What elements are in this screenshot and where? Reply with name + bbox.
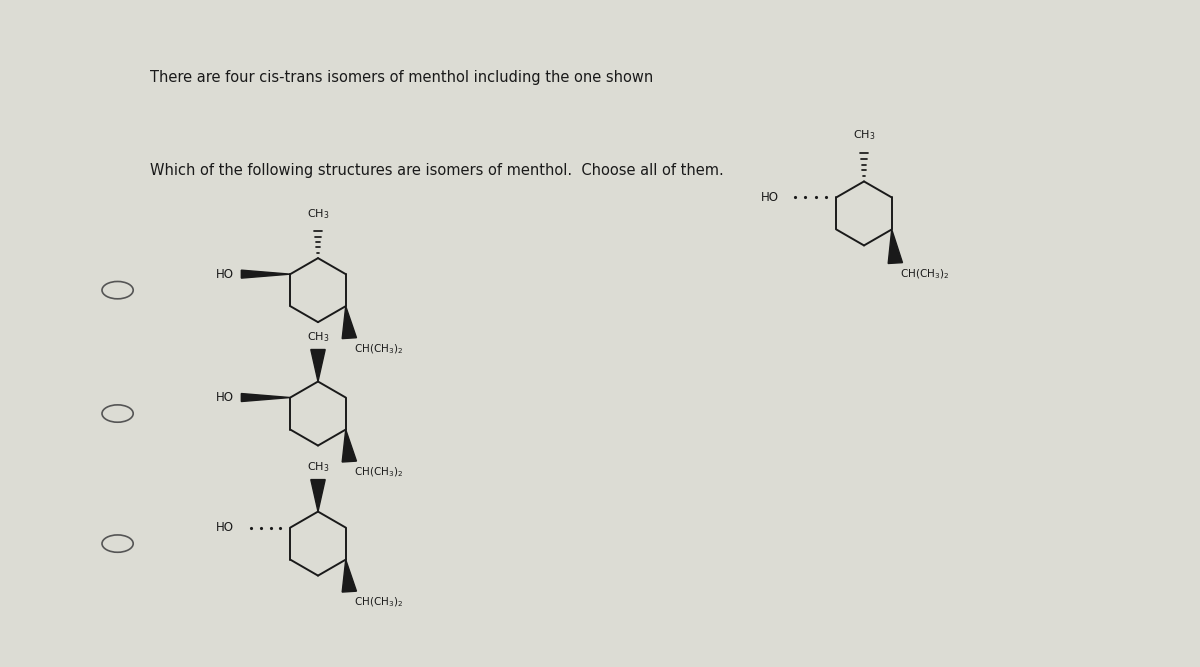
Polygon shape xyxy=(241,394,290,402)
Text: CH$_3$: CH$_3$ xyxy=(307,207,329,221)
Text: CH(CH$_3$)$_2$: CH(CH$_3$)$_2$ xyxy=(354,596,403,609)
Polygon shape xyxy=(311,350,325,382)
Text: CH(CH$_3$)$_2$: CH(CH$_3$)$_2$ xyxy=(900,267,949,281)
Text: HO: HO xyxy=(761,191,779,204)
Text: CH(CH$_3$)$_2$: CH(CH$_3$)$_2$ xyxy=(354,466,403,479)
Text: HO: HO xyxy=(216,267,234,281)
Text: Which of the following structures are isomers of menthol.  Choose all of them.: Which of the following structures are is… xyxy=(150,163,724,178)
Polygon shape xyxy=(342,560,356,592)
Polygon shape xyxy=(342,306,356,339)
Polygon shape xyxy=(888,229,902,263)
Text: CH$_3$: CH$_3$ xyxy=(307,330,329,344)
Text: CH(CH$_3$)$_2$: CH(CH$_3$)$_2$ xyxy=(354,342,403,356)
Polygon shape xyxy=(241,270,290,278)
Polygon shape xyxy=(311,480,325,512)
Polygon shape xyxy=(342,430,356,462)
Text: HO: HO xyxy=(216,391,234,404)
Text: There are four cis-trans isomers of menthol including the one shown: There are four cis-trans isomers of ment… xyxy=(150,70,653,85)
Text: HO: HO xyxy=(216,521,234,534)
Text: CH$_3$: CH$_3$ xyxy=(307,460,329,474)
Text: CH$_3$: CH$_3$ xyxy=(853,129,875,143)
